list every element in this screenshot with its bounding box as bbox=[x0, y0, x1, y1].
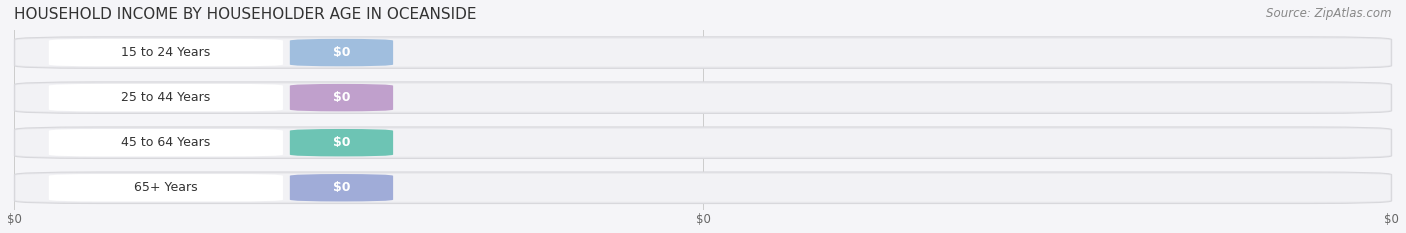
FancyBboxPatch shape bbox=[49, 84, 283, 111]
FancyBboxPatch shape bbox=[290, 84, 394, 111]
FancyBboxPatch shape bbox=[49, 39, 283, 66]
Text: HOUSEHOLD INCOME BY HOUSEHOLDER AGE IN OCEANSIDE: HOUSEHOLD INCOME BY HOUSEHOLDER AGE IN O… bbox=[14, 7, 477, 22]
FancyBboxPatch shape bbox=[14, 82, 1392, 113]
FancyBboxPatch shape bbox=[290, 39, 394, 66]
FancyBboxPatch shape bbox=[290, 129, 394, 156]
FancyBboxPatch shape bbox=[49, 129, 283, 156]
FancyBboxPatch shape bbox=[15, 39, 1391, 67]
FancyBboxPatch shape bbox=[14, 172, 1392, 203]
Text: 45 to 64 Years: 45 to 64 Years bbox=[121, 136, 211, 149]
FancyBboxPatch shape bbox=[14, 37, 1392, 68]
Text: $0: $0 bbox=[333, 136, 350, 149]
Text: Source: ZipAtlas.com: Source: ZipAtlas.com bbox=[1267, 7, 1392, 20]
Text: 65+ Years: 65+ Years bbox=[134, 181, 198, 194]
FancyBboxPatch shape bbox=[15, 129, 1391, 157]
Text: $0: $0 bbox=[333, 91, 350, 104]
Text: $0: $0 bbox=[333, 181, 350, 194]
FancyBboxPatch shape bbox=[49, 174, 283, 202]
Text: $0: $0 bbox=[333, 46, 350, 59]
FancyBboxPatch shape bbox=[15, 84, 1391, 112]
Text: 25 to 44 Years: 25 to 44 Years bbox=[121, 91, 211, 104]
FancyBboxPatch shape bbox=[290, 174, 394, 202]
FancyBboxPatch shape bbox=[14, 127, 1392, 158]
Text: 15 to 24 Years: 15 to 24 Years bbox=[121, 46, 211, 59]
FancyBboxPatch shape bbox=[15, 174, 1391, 202]
